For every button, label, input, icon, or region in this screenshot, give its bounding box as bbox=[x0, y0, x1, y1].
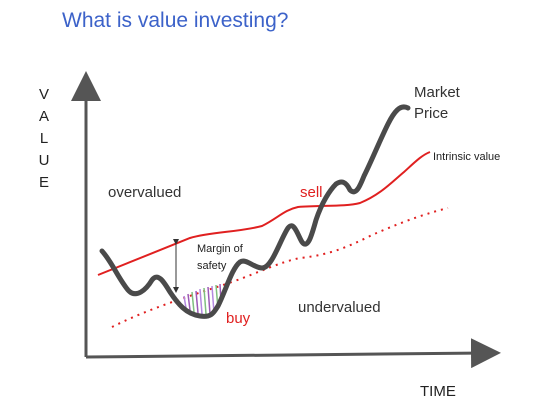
x-axis-label: TIME bbox=[420, 383, 456, 400]
intrinsic-value-label: Intrinsic value bbox=[433, 151, 500, 163]
overvalued-label: overvalued bbox=[108, 184, 181, 201]
sell-label: sell bbox=[300, 184, 323, 201]
y-axis-letter: L bbox=[40, 130, 48, 147]
y-axis-letter: V bbox=[39, 86, 49, 103]
market-price-label: Market Price bbox=[414, 84, 464, 122]
slide-title: What is value investing? bbox=[62, 9, 289, 32]
y-axis-letter: E bbox=[39, 174, 49, 191]
margin-of-safety-line bbox=[111, 207, 449, 328]
margin-of-safety-label: Margin of safety bbox=[197, 243, 246, 272]
y-axis-label: V A L U E bbox=[39, 86, 50, 191]
undervalued-label: undervalued bbox=[298, 299, 381, 316]
intrinsic-value-line bbox=[97, 151, 431, 276]
buy-label: buy bbox=[226, 310, 251, 327]
x-axis bbox=[85, 338, 501, 369]
y-axis-letter: A bbox=[39, 108, 49, 125]
y-axis-letter: U bbox=[39, 152, 50, 169]
market-price-curve bbox=[99, 104, 411, 319]
